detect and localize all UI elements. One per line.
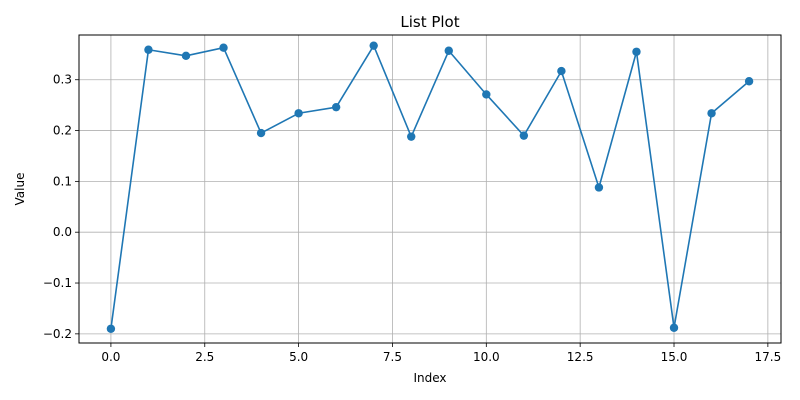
x-tick-label: 12.5 [567, 350, 594, 364]
data-point [482, 90, 491, 99]
y-tick-label: −0.2 [43, 327, 72, 341]
x-tick-label: 7.5 [383, 350, 402, 364]
x-axis-ticks: 0.0 2.5 5.0 7.5 10.0 12.5 15.0 17.5 [101, 343, 781, 364]
data-point [744, 77, 754, 86]
data-point [632, 47, 641, 56]
data-point [669, 323, 679, 332]
data-point [444, 46, 453, 55]
y-tick-label: 0.2 [53, 124, 72, 138]
y-axis-ticks: −0.2 −0.1 0.0 0.1 0.2 0.3 [43, 73, 79, 341]
x-tick-label: 10.0 [473, 350, 500, 364]
x-tick-label: 17.5 [755, 350, 782, 364]
y-tick-label: 0.1 [53, 174, 72, 188]
y-tick-label: −0.1 [43, 276, 72, 290]
x-tick-label: 0.0 [101, 350, 120, 364]
data-point [256, 128, 266, 138]
x-axis-label: Index [413, 371, 446, 385]
data-point [219, 43, 228, 52]
data-point [407, 132, 416, 141]
data-point [181, 51, 191, 61]
data-point [106, 324, 116, 333]
data-series [106, 41, 754, 333]
data-point [369, 41, 378, 50]
x-tick-label: 5.0 [289, 350, 308, 364]
data-point [519, 131, 529, 140]
y-tick-label: 0.3 [53, 73, 72, 87]
x-tick-label: 2.5 [195, 350, 214, 364]
y-axis-label: Value [13, 173, 27, 206]
data-point [594, 183, 604, 192]
data-point [331, 102, 341, 112]
data-point [294, 109, 303, 118]
plot-frame [78, 34, 782, 344]
data-point [707, 109, 716, 118]
data-point [144, 45, 153, 54]
data-point [557, 66, 566, 76]
x-tick-label: 15.0 [661, 350, 688, 364]
grid-lines [79, 35, 781, 343]
series-line [110, 44, 750, 329]
chart-title: List Plot [400, 13, 459, 31]
y-tick-label: 0.0 [53, 225, 72, 239]
